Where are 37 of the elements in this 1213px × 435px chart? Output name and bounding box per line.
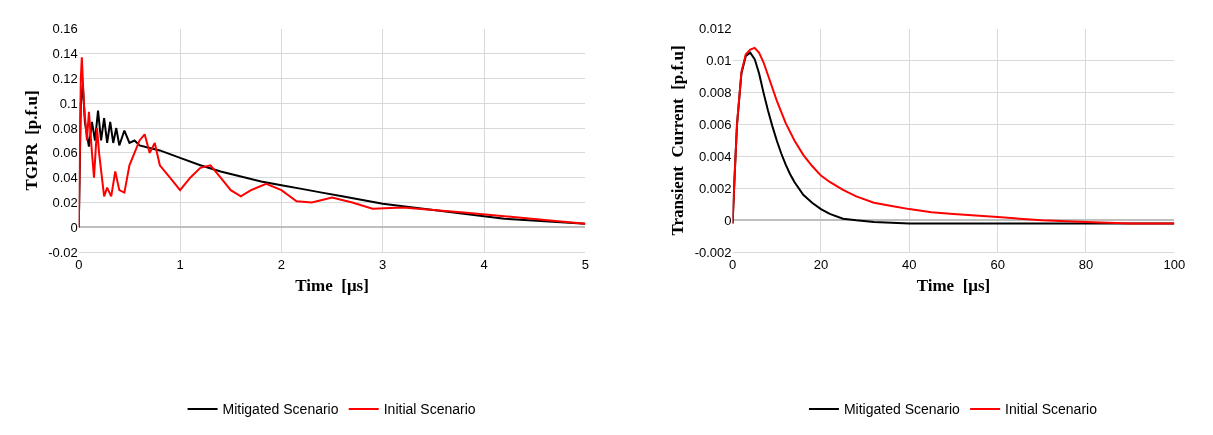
y-axis-title: Transient Current [p.f.u] [668, 45, 688, 236]
y-tick-label: 0.02 [52, 195, 78, 211]
line-series [78, 56, 586, 229]
x-tick-label: 3 [379, 256, 387, 272]
y-tick-label: 0.06 [52, 145, 78, 161]
x-tick-label: 100 [1163, 256, 1186, 272]
y-tick-label: 0.08 [52, 120, 78, 136]
y-axis-title: TGPR [p.f.u] [21, 90, 41, 191]
y-tick-label: 0.006 [699, 117, 732, 133]
y-tick-label: 0.14 [52, 46, 78, 62]
x-tick-label: 2 [277, 256, 286, 272]
y-tick-label: 0.012 [699, 21, 732, 37]
x-tick-label: 4 [480, 256, 488, 272]
y-tick-label: 0.008 [699, 85, 732, 101]
y-tick-label: 0 [724, 212, 732, 228]
x-tick-label: 1 [176, 256, 184, 272]
y-tick-label: 0.12 [52, 70, 78, 86]
legend-label: Initial Scenario [383, 401, 476, 418]
y-tick-label: 0.04 [52, 170, 78, 186]
y-tick-label: 0 [70, 219, 78, 235]
x-tick-label: 40 [902, 256, 917, 272]
y-tick-label: 0.004 [699, 148, 732, 164]
x-axis-title: Time [μs] [295, 276, 369, 296]
x-tick-label: 60 [990, 256, 1005, 272]
legend-label: Initial Scenario [1005, 401, 1098, 418]
y-tick-label: -0.002 [694, 244, 732, 260]
y-tick-label: 0.1 [59, 95, 78, 111]
legend-label: Mitigated Scenario [843, 401, 961, 418]
y-tick-label: -0.02 [48, 244, 78, 260]
y-tick-label: 0.01 [706, 53, 732, 69]
y-tick-label: 0.002 [699, 180, 732, 196]
x-tick-label: 5 [581, 256, 589, 272]
legend-label: Mitigated Scenario [222, 401, 339, 418]
y-tick-label: 0.16 [52, 21, 78, 37]
x-axis-title: Time [μs] [916, 276, 991, 296]
x-tick-label: 80 [1078, 256, 1094, 272]
x-tick-label: 20 [813, 256, 829, 272]
